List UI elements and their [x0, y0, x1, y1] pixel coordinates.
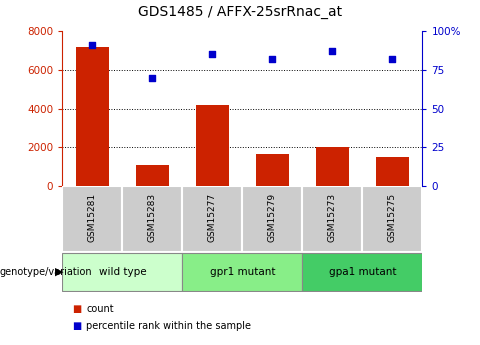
- Point: [388, 56, 396, 62]
- FancyBboxPatch shape: [122, 186, 182, 252]
- FancyBboxPatch shape: [302, 253, 422, 291]
- Bar: [76, 47, 109, 186]
- Bar: [316, 147, 349, 186]
- Text: GSM15273: GSM15273: [328, 193, 337, 242]
- Text: count: count: [86, 304, 114, 314]
- Text: GSM15279: GSM15279: [268, 193, 277, 242]
- Bar: [196, 105, 229, 186]
- FancyBboxPatch shape: [182, 253, 302, 291]
- Text: GSM15275: GSM15275: [388, 193, 397, 242]
- FancyBboxPatch shape: [242, 186, 302, 252]
- Bar: [256, 154, 289, 186]
- FancyBboxPatch shape: [182, 186, 242, 252]
- Point: [208, 51, 216, 57]
- Point: [328, 49, 336, 54]
- Text: GDS1485 / AFFX-25srRnac_at: GDS1485 / AFFX-25srRnac_at: [138, 5, 342, 19]
- Text: gpa1 mutant: gpa1 mutant: [329, 267, 396, 277]
- Text: genotype/variation: genotype/variation: [0, 267, 93, 277]
- Text: percentile rank within the sample: percentile rank within the sample: [86, 321, 252, 331]
- Text: ■: ■: [72, 304, 81, 314]
- Text: GSM15283: GSM15283: [148, 193, 157, 242]
- FancyBboxPatch shape: [362, 186, 422, 252]
- Point: [268, 56, 276, 62]
- Point: [149, 75, 156, 80]
- Text: GSM15277: GSM15277: [208, 193, 217, 242]
- Text: ■: ■: [72, 321, 81, 331]
- Bar: [136, 165, 169, 186]
- Text: ▶: ▶: [55, 267, 64, 277]
- FancyBboxPatch shape: [62, 186, 122, 252]
- FancyBboxPatch shape: [302, 186, 362, 252]
- Text: GSM15281: GSM15281: [88, 193, 97, 242]
- Text: wild type: wild type: [98, 267, 146, 277]
- Bar: [376, 157, 409, 186]
- Text: gpr1 mutant: gpr1 mutant: [210, 267, 275, 277]
- FancyBboxPatch shape: [62, 253, 182, 291]
- Point: [88, 42, 96, 48]
